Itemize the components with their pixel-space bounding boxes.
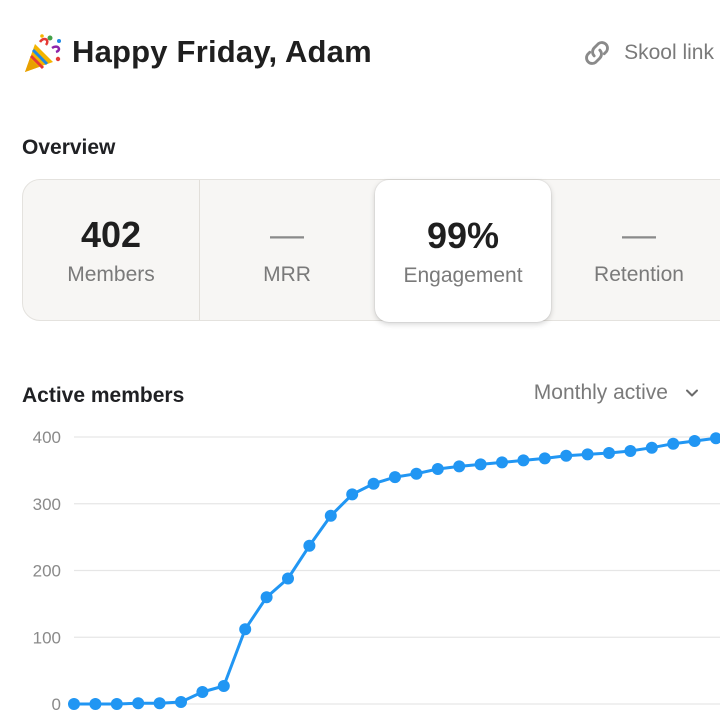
stat-label: Engagement [403, 264, 523, 287]
data-point [560, 449, 573, 462]
skool-link-button[interactable]: Skool link [580, 36, 714, 70]
data-point [667, 437, 680, 450]
y-tick-label: 200 [33, 562, 61, 581]
data-point [453, 460, 466, 473]
data-point [260, 591, 273, 604]
data-point [324, 509, 337, 522]
data-point [431, 463, 444, 475]
data-point [581, 448, 594, 461]
party-popper-icon [25, 34, 61, 72]
stat-value: — [270, 216, 304, 254]
stat-label: MRR [263, 263, 311, 286]
skool-link-label: Skool link [624, 41, 714, 64]
data-point [282, 572, 294, 585]
data-point [175, 696, 187, 708]
stat-mrr[interactable]: — MRR [199, 180, 375, 320]
data-point [645, 441, 658, 454]
data-point [110, 698, 123, 710]
overview-title: Overview [22, 136, 116, 159]
greeting-title: Happy Friday, Adam [72, 34, 372, 69]
active-members-chart: 0 100 200 300 400 [33, 428, 720, 712]
data-point [132, 697, 145, 710]
data-point [346, 488, 359, 501]
y-tick-label: 300 [33, 495, 61, 514]
data-point [538, 452, 551, 465]
data-point [688, 435, 701, 447]
y-tick-label: 0 [52, 695, 61, 712]
stat-members[interactable]: 402 Members [23, 180, 200, 320]
stat-retention[interactable]: — Retention [551, 180, 720, 320]
active-filter-dropdown[interactable]: Monthly active [534, 381, 700, 405]
stat-label: Members [67, 263, 155, 286]
data-point [367, 477, 380, 490]
stat-value: 402 [80, 214, 142, 255]
data-point [710, 432, 720, 445]
data-point [89, 698, 102, 710]
active-filter-label: Monthly active [533, 381, 668, 404]
data-point [196, 686, 209, 698]
data-point [303, 539, 316, 552]
stat-value: 99% [426, 215, 500, 256]
stat-engagement[interactable]: 99% Engagement [375, 180, 551, 322]
data-point [410, 467, 423, 480]
data-point [517, 454, 530, 467]
data-point [239, 623, 252, 636]
overview-stats-card: 402 Members — MRR 99% Engagement — Reten… [22, 179, 720, 322]
header: Happy Friday, Adam Skool link [22, 28, 720, 78]
data-point [153, 697, 166, 710]
stat-label: Retention [594, 263, 684, 286]
data-point [624, 445, 637, 457]
data-point [68, 698, 80, 710]
link-icon [585, 41, 609, 65]
data-point [389, 471, 401, 484]
data-point [496, 456, 508, 469]
data-point [603, 447, 615, 459]
active-members-title: Active members [22, 384, 185, 407]
chevron-down-icon [686, 389, 698, 397]
y-tick-label: 100 [33, 628, 61, 647]
y-tick-label: 400 [33, 428, 61, 447]
data-point [217, 680, 230, 692]
data-point [474, 458, 487, 471]
stat-value: — [622, 216, 656, 254]
